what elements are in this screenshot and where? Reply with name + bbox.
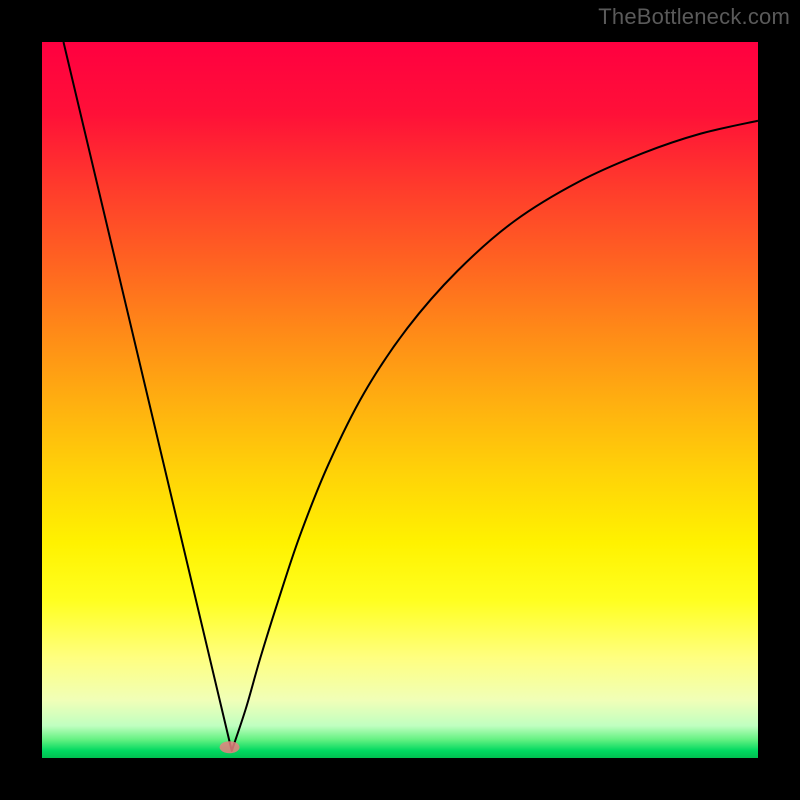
bottleneck-chart: TheBottleneck.com <box>0 0 800 800</box>
watermark-text: TheBottleneck.com <box>598 4 790 30</box>
optimal-point-marker <box>220 741 240 753</box>
chart-svg <box>0 0 800 800</box>
